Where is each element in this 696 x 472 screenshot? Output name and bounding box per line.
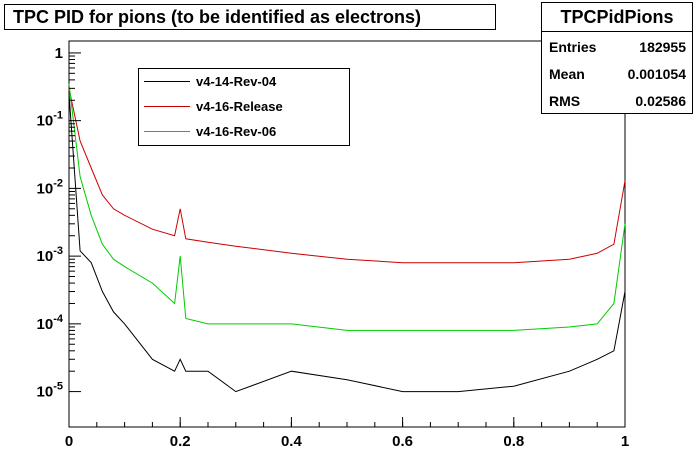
- legend-label: v4-16-Rev-06: [196, 124, 277, 139]
- y-tick-label: 10-4: [37, 313, 64, 333]
- legend-label: v4-14-Rev-04: [196, 74, 277, 89]
- stats-row-mean: Mean 0.001054: [542, 59, 692, 86]
- series-line-1: [68, 88, 626, 264]
- x-tick-label: 0.4: [281, 433, 303, 450]
- stats-box: TPCPidPions Entries 182955 Mean 0.001054…: [541, 2, 693, 114]
- stats-row-entries: Entries 182955: [542, 32, 692, 59]
- chart-title: TPC PID for pions (to be identified as e…: [4, 4, 496, 30]
- y-tick-label: 10-2: [37, 177, 63, 197]
- stats-value: 0.02586: [635, 93, 686, 109]
- x-tick-label: 0.6: [392, 433, 413, 450]
- stats-label: Entries: [549, 39, 597, 55]
- legend-swatch: [144, 81, 190, 82]
- y-tick-label: 10-1: [37, 110, 63, 130]
- legend-swatch: [144, 131, 190, 132]
- stats-row-rms: RMS 0.02586: [542, 86, 692, 113]
- series-line-2: [68, 83, 626, 331]
- y-tick-label: 10-3: [37, 245, 63, 265]
- legend-entry: v4-16-Release: [139, 94, 349, 119]
- x-tick-label: 0.8: [503, 433, 524, 450]
- y-tick-label: 10-5: [37, 381, 63, 401]
- x-tick-label: 0: [65, 433, 73, 450]
- legend-entry: v4-16-Rev-06: [139, 119, 349, 144]
- stats-label: Mean: [549, 66, 585, 82]
- legend-label: v4-16-Release: [196, 99, 283, 114]
- axis-layer: 0 0.2 0.4 0.6 0.8 1 1 10-1 10-2 10-3 10-4 10-5: [37, 45, 630, 450]
- legend-entry: v4-14-Rev-04: [139, 69, 349, 94]
- series-layer: [68, 83, 626, 393]
- stats-title: TPCPidPions: [542, 3, 692, 32]
- stats-value: 182955: [639, 39, 686, 55]
- x-tick-label: 1: [621, 433, 629, 450]
- stats-value: 0.001054: [627, 66, 686, 82]
- legend-swatch: [144, 106, 190, 107]
- stats-label: RMS: [549, 93, 581, 109]
- x-tick-label: 0.2: [170, 433, 191, 450]
- series-line-0: [68, 93, 626, 393]
- y-tick-label: 1: [55, 45, 63, 62]
- legend: v4-14-Rev-04 v4-16-Release v4-16-Rev-06: [138, 68, 350, 146]
